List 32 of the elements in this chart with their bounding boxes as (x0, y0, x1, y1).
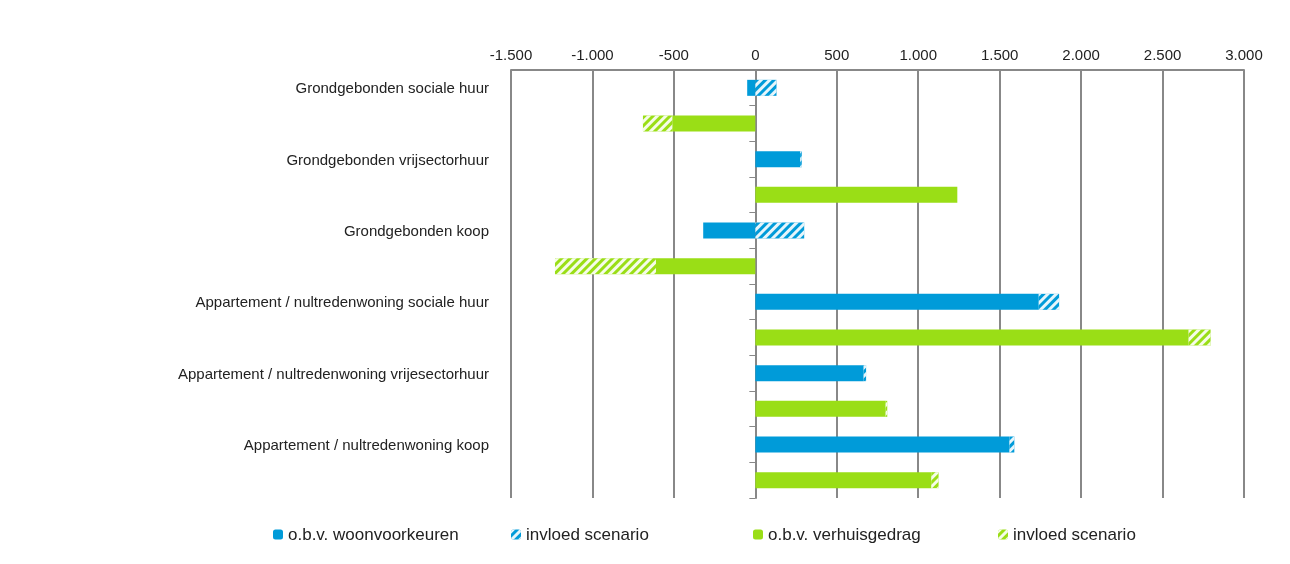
x-tick-label: 1.500 (980, 46, 1019, 63)
y-tick-label: Appartement / nultredenwoning vrijesectorhuur (177, 364, 489, 382)
legend-label: o.b.v. woonvoorkeuren (288, 525, 459, 544)
x-tick-label: 1.000 (899, 46, 937, 63)
x-tick-label: -1.000 (571, 46, 614, 63)
y-tick-label: Appartement / nultredenwoning koop (243, 436, 489, 453)
bar (755, 293, 1039, 310)
bar (755, 400, 886, 417)
x-tick-label: 2.000 (1062, 46, 1100, 63)
x-tick-label: 500 (824, 46, 850, 63)
y-tick-label: Grondgebonden koop (343, 222, 489, 239)
bar (755, 151, 801, 168)
bar (672, 115, 756, 132)
legend-label: invloed scenario (526, 525, 649, 544)
legend-label: invloed scenario (1013, 525, 1136, 544)
bar (747, 79, 756, 96)
bar (755, 436, 1010, 453)
x-tick-label: -500 (658, 46, 689, 63)
x-tick-label: 2.500 (1143, 46, 1182, 63)
bar (655, 258, 756, 275)
y-tick-label: Appartement / nultredenwoning sociale huur (195, 293, 489, 311)
bar (755, 186, 958, 203)
bar (755, 329, 1189, 346)
y-tick-label: Grondgebonden sociale huur (295, 79, 489, 97)
y-tick-label: Grondgebonden vrijsectorhuur (286, 150, 489, 168)
bar (755, 472, 932, 489)
x-tick-label: 3.000 (1225, 46, 1263, 63)
legend-label: o.b.v. verhuisgedrag (768, 525, 921, 544)
x-tick-label: 0 (751, 46, 760, 63)
bar (755, 365, 864, 382)
x-tick-label: -1.500 (489, 46, 533, 63)
bar (703, 222, 756, 239)
